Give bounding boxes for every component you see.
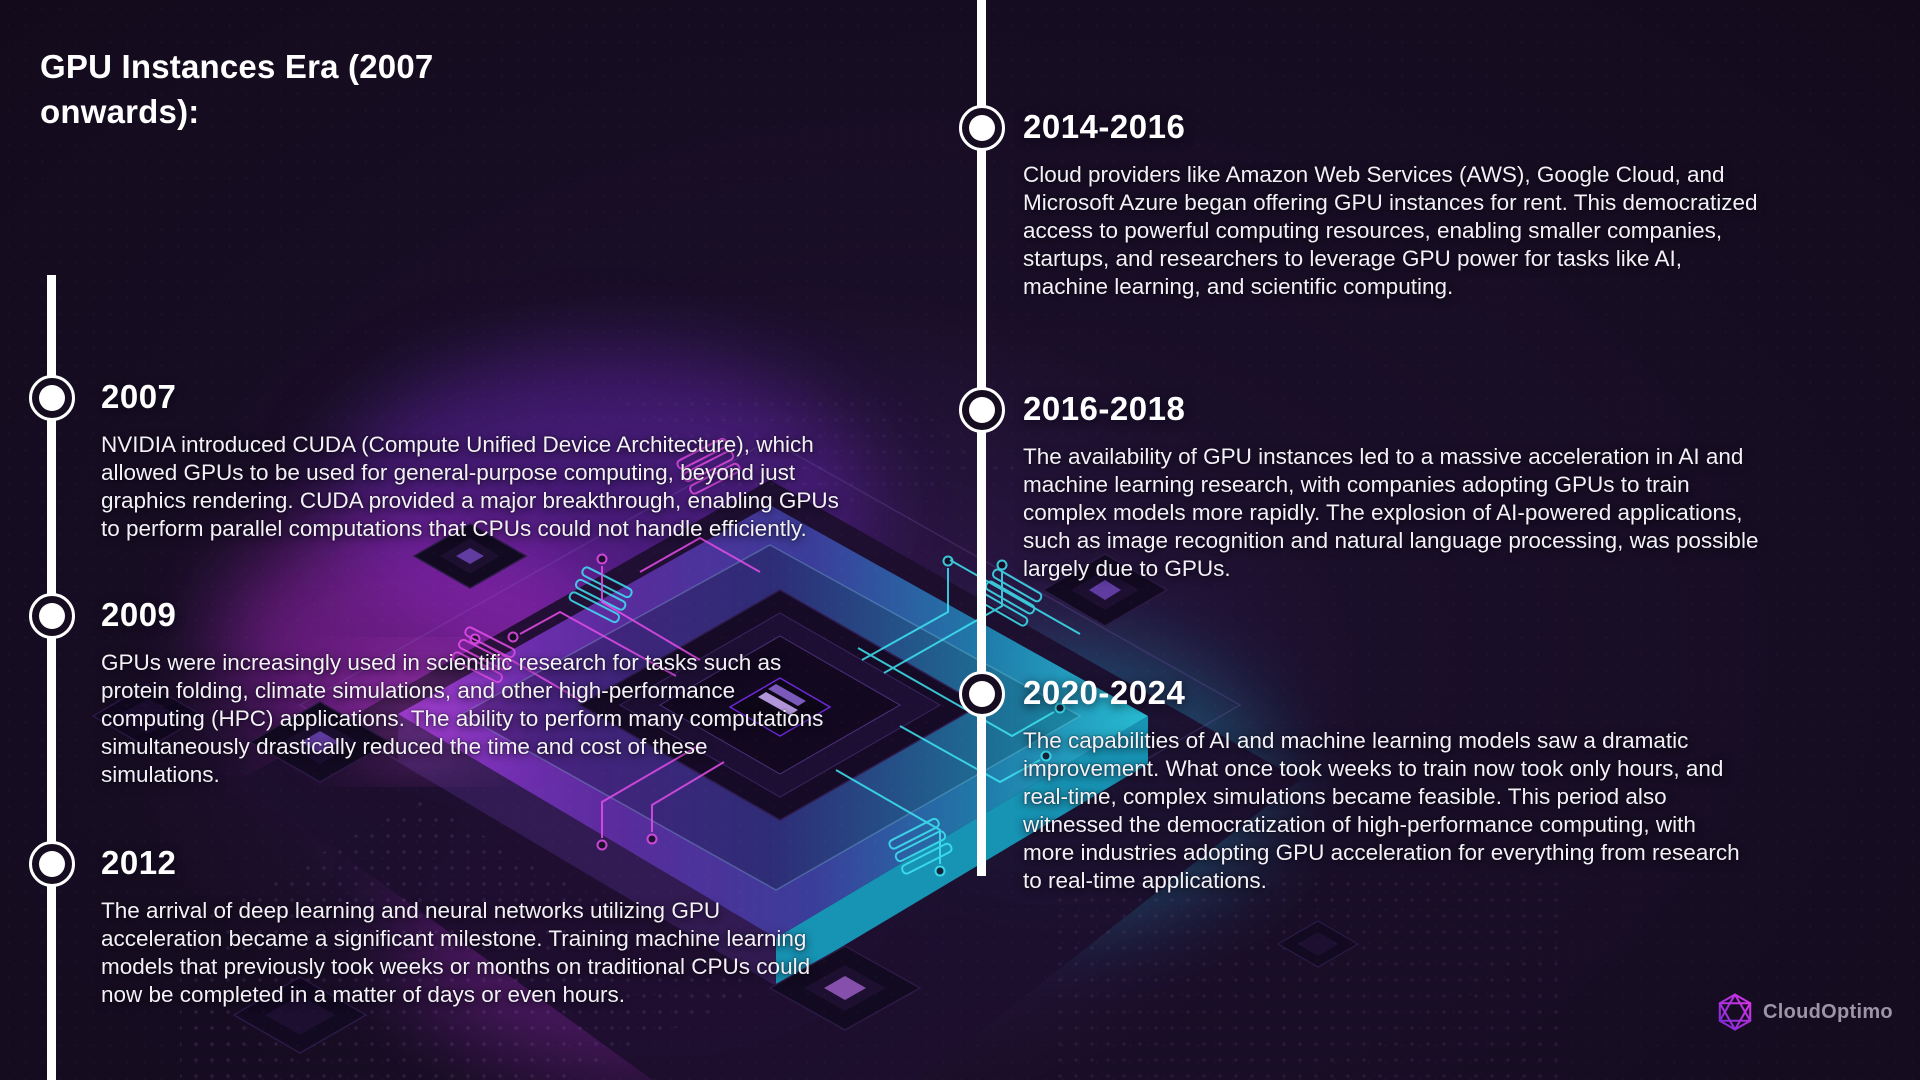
timeline-line-right — [977, 0, 986, 876]
brand-logo: CloudOptimo — [1716, 993, 1893, 1031]
event-description: NVIDIA introduced CUDA (Compute Unified … — [101, 432, 839, 541]
timeline-event-2020-2024: 2020-2024 The capabilities of AI and mac… — [1023, 670, 1903, 895]
event-description: The arrival of deep learning and neural … — [101, 898, 811, 1007]
timeline-event-2014-2016: 2014-2016 Cloud providers like Amazon We… — [1023, 104, 1903, 301]
event-description: GPUs were increasingly used in scientifi… — [101, 650, 824, 787]
event-year: 2016-2018 — [1023, 390, 1186, 427]
timeline-node-2012 — [29, 841, 75, 887]
timeline-node-2020-2024 — [959, 671, 1005, 717]
timeline-event-2016-2018: 2016-2018 The availability of GPU instan… — [1023, 386, 1903, 583]
timeline-event-2009: 2009 GPUs were increasingly used in scie… — [101, 592, 911, 789]
timeline-node-2007 — [29, 375, 75, 421]
event-year: 2020-2024 — [1023, 674, 1186, 711]
page-title: GPU Instances Era (2007 onwards): — [40, 48, 434, 130]
timeline-node-2009 — [29, 593, 75, 639]
cloudoptimo-hexagon-icon — [1718, 993, 1752, 1031]
event-description: The capabilities of AI and machine learn… — [1023, 728, 1740, 893]
event-description: The availability of GPU instances led to… — [1023, 444, 1759, 581]
event-year: 2007 — [101, 378, 177, 415]
brand-name: CloudOptimo — [1763, 1000, 1893, 1023]
timeline-line-left — [47, 275, 56, 1080]
event-year: 2009 — [101, 596, 177, 633]
timeline-node-2016-2018 — [959, 387, 1005, 433]
event-year: 2014-2016 — [1023, 108, 1186, 145]
timeline-event-2007: 2007 NVIDIA introduced CUDA (Compute Uni… — [101, 374, 911, 543]
event-description: Cloud providers like Amazon Web Services… — [1023, 162, 1758, 299]
timeline-node-2014-2016 — [959, 105, 1005, 151]
event-year: 2012 — [101, 844, 177, 881]
timeline-event-2012: 2012 The arrival of deep learning and ne… — [101, 840, 911, 1009]
